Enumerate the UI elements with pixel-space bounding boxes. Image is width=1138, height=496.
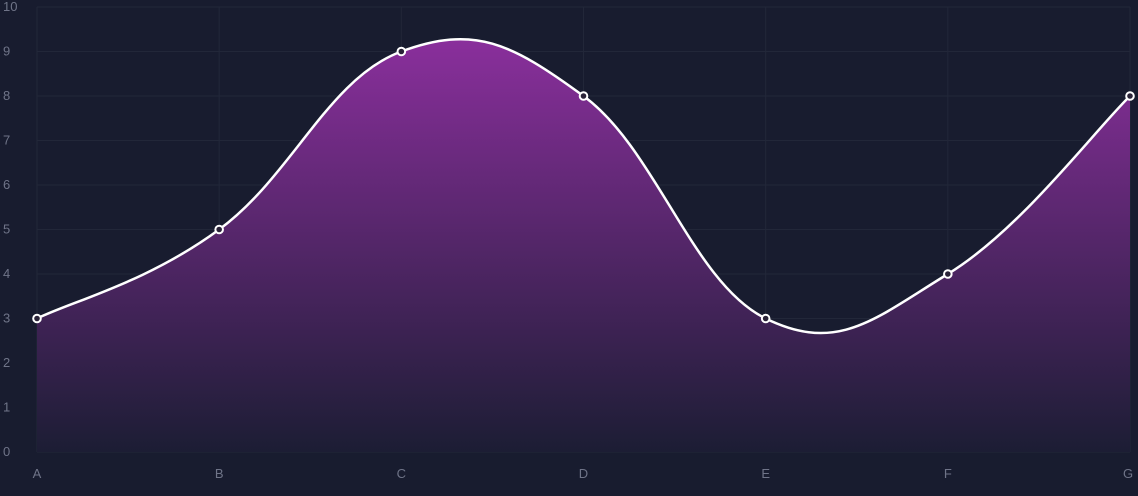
y-axis-tick-labels: 0 1 2 3 4 5 6 7 8 9 10 — [3, 0, 17, 459]
y-tick-label: 6 — [3, 177, 10, 192]
y-tick-label: 1 — [3, 400, 10, 415]
data-point-f[interactable] — [943, 269, 953, 279]
y-tick-label: 7 — [3, 133, 10, 148]
x-tick-label: B — [215, 466, 224, 481]
x-tick-label: C — [397, 466, 406, 481]
x-tick-label: G — [1123, 466, 1133, 481]
x-tick-label: D — [579, 466, 588, 481]
data-points — [32, 46, 1135, 324]
x-axis-tick-labels: A B C D E F G — [33, 466, 1133, 481]
y-tick-label: 5 — [3, 222, 10, 237]
data-point-d[interactable] — [578, 91, 589, 101]
area-fill — [37, 39, 1130, 452]
x-tick-label: A — [33, 466, 42, 481]
y-tick-label: 8 — [3, 88, 10, 103]
data-point-e[interactable] — [760, 313, 771, 324]
y-tick-label: 3 — [3, 311, 10, 326]
x-tick-label: F — [944, 466, 952, 481]
y-tick-label: 0 — [3, 444, 10, 459]
area-fill-path — [37, 39, 1130, 452]
y-tick-label: 10 — [3, 0, 17, 14]
data-point-b[interactable] — [214, 224, 224, 235]
data-point-g[interactable] — [1125, 91, 1135, 101]
data-point-c[interactable] — [396, 46, 407, 57]
y-tick-label: 4 — [3, 266, 10, 281]
y-tick-label: 2 — [3, 355, 10, 370]
y-tick-label: 9 — [3, 44, 10, 59]
data-point-a[interactable] — [32, 313, 42, 324]
x-tick-label: E — [761, 466, 770, 481]
